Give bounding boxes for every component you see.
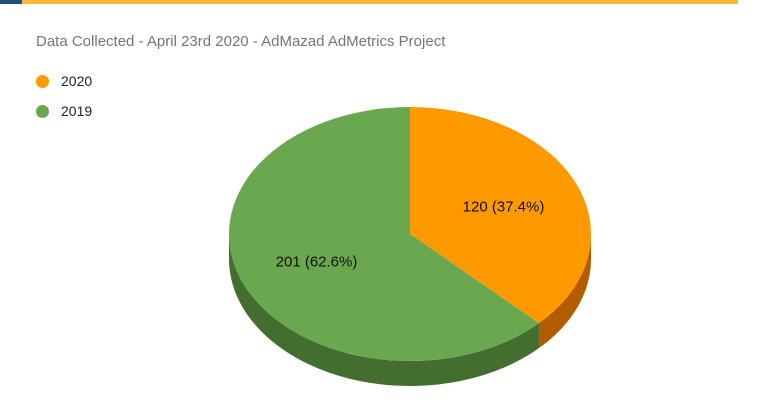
pie-side-2019 [229,234,539,386]
data-label-2019: 201 (62.6%) [276,254,358,271]
legend-item-2019: 2019 [36,96,92,126]
legend-item-2020: 2020 [36,66,92,96]
pie-side-walls [229,234,591,386]
chart-title: Data Collected - April 23rd 2020 - AdMaz… [36,33,446,50]
legend-swatch-2019 [36,104,49,118]
legend-label-2020: 2020 [61,73,93,89]
legend-label-2019: 2019 [61,103,93,119]
pie-slice-2020 [410,107,591,324]
pie-slice-2019 [228,106,539,362]
top-accent-bar-dark [0,0,22,4]
top-accent-bar [22,0,738,4]
legend-swatch-2020 [36,74,49,88]
data-label-2020: 120 (37.4%) [463,199,545,216]
chart-legend: 2020 2019 [36,66,92,126]
pie-side-2020 [538,234,591,349]
